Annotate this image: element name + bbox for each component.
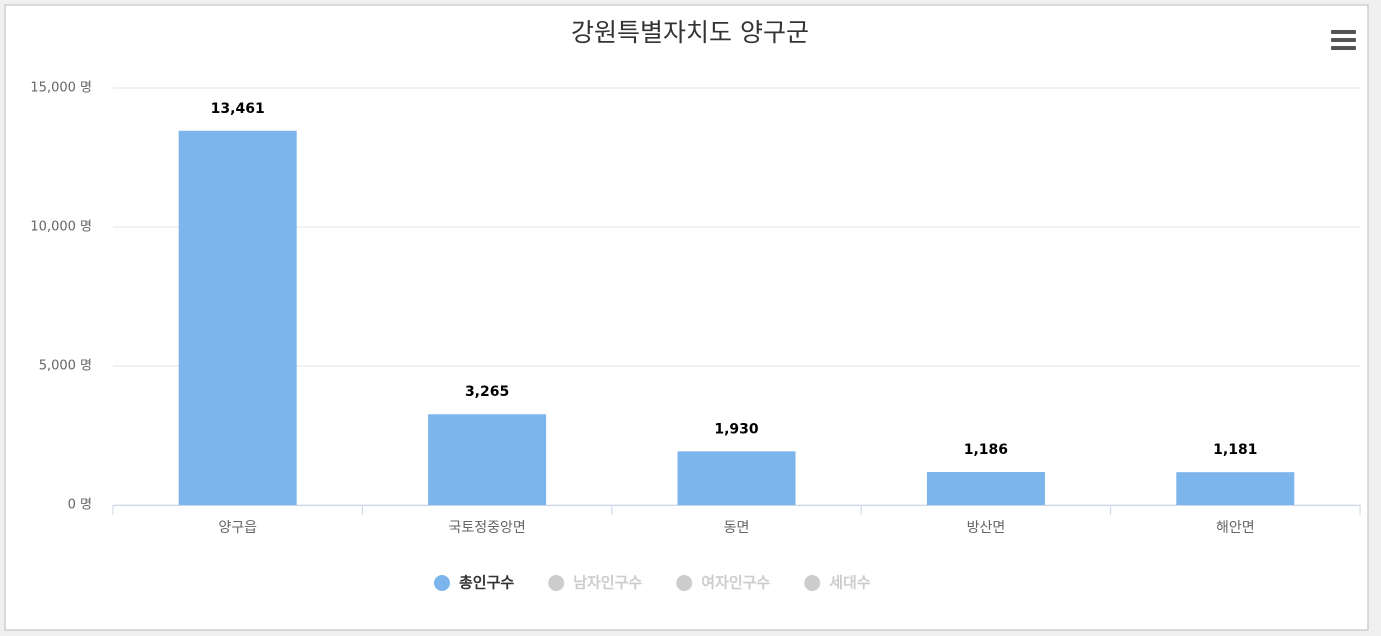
- data-label: 1,930: [714, 421, 759, 437]
- menu-button[interactable]: [1331, 30, 1356, 50]
- x-tick-label: 방산면: [967, 520, 1006, 536]
- chart-title: 강원특별자치도 양구군: [571, 18, 809, 47]
- menu-bar: [1331, 46, 1356, 50]
- legend-symbol[interactable]: [804, 575, 821, 591]
- menu-bar: [1331, 30, 1356, 34]
- y-tick-label: 15,000 명: [30, 81, 92, 96]
- legend-item[interactable]: 여자인구수: [701, 574, 770, 592]
- legend-symbol[interactable]: [434, 575, 450, 591]
- bar: [926, 472, 1045, 505]
- data-label: 13,461: [211, 101, 265, 117]
- legend-symbol[interactable]: [548, 575, 565, 591]
- data-label: 3,265: [465, 384, 509, 400]
- legend-item[interactable]: 총인구수: [459, 574, 514, 592]
- menu-bar: [1331, 38, 1356, 42]
- data-label: 1,186: [964, 442, 1008, 458]
- legend-item[interactable]: 남자인구수: [573, 574, 642, 592]
- x-tick-label: 해안면: [1216, 520, 1255, 536]
- y-tick-label: 10,000 명: [30, 220, 92, 235]
- y-tick-label: 5,000 명: [39, 359, 92, 374]
- data-label: 1,181: [1213, 442, 1257, 458]
- legend-item[interactable]: 세대수: [829, 574, 871, 592]
- bar: [1176, 472, 1295, 505]
- x-tick-label: 양구읍: [218, 520, 257, 536]
- bar: [428, 414, 547, 505]
- y-tick-label: 0 명: [68, 498, 92, 513]
- x-tick-label: 동면: [724, 520, 750, 536]
- x-tick-label: 국토정중앙면: [448, 520, 525, 536]
- bar: [677, 451, 796, 505]
- legend-symbol[interactable]: [676, 575, 693, 591]
- bar: [178, 130, 297, 506]
